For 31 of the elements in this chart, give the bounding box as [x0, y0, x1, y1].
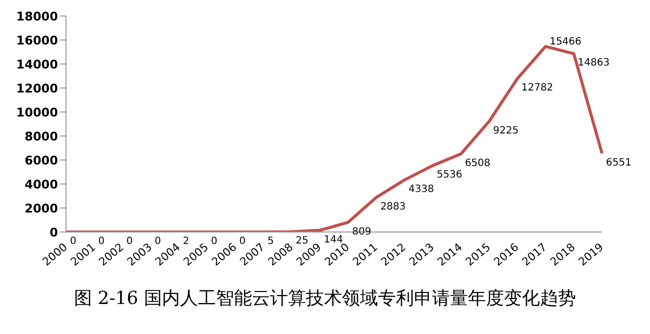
data-label: 0	[154, 236, 162, 247]
y-tick-label: 8000	[24, 129, 58, 144]
y-tick-label: 14000	[16, 57, 58, 72]
y-tick-label: 16000	[16, 33, 58, 48]
data-label: 0	[239, 236, 246, 247]
data-label: 6508	[464, 158, 490, 169]
y-tick-label: 12000	[16, 81, 58, 96]
data-label: 809	[352, 226, 372, 238]
data-label: 9225	[493, 125, 519, 136]
y-tick-label: 4000	[24, 177, 58, 192]
data-label: 4338	[408, 184, 434, 195]
data-label: 0	[211, 236, 218, 247]
text: 图 2-16 国内人工智能云计算技术领域专利申请量年度变化趋势	[73, 287, 577, 310]
y-tick-label: 10000	[16, 105, 58, 120]
data-label: 0	[126, 236, 133, 247]
data-label: 5536	[436, 170, 462, 181]
data-label: 144	[324, 234, 343, 246]
data-label: 5	[267, 236, 274, 247]
data-label: 25	[296, 236, 308, 247]
y-tick-label: 6000	[24, 153, 58, 168]
data-label: 14863	[578, 58, 610, 69]
data-label: 15466	[550, 36, 582, 48]
data-label: 6551	[606, 157, 632, 168]
data-label: 0	[70, 236, 76, 247]
data-label: 2883	[380, 201, 406, 212]
data-label: 0	[98, 236, 105, 247]
data-label: 12782	[521, 82, 554, 94]
data-label: 2	[182, 236, 190, 247]
y-tick-label: 2000	[24, 201, 58, 216]
y-tick-label: 0	[50, 225, 58, 240]
y-tick-label: 18000	[16, 9, 58, 24]
